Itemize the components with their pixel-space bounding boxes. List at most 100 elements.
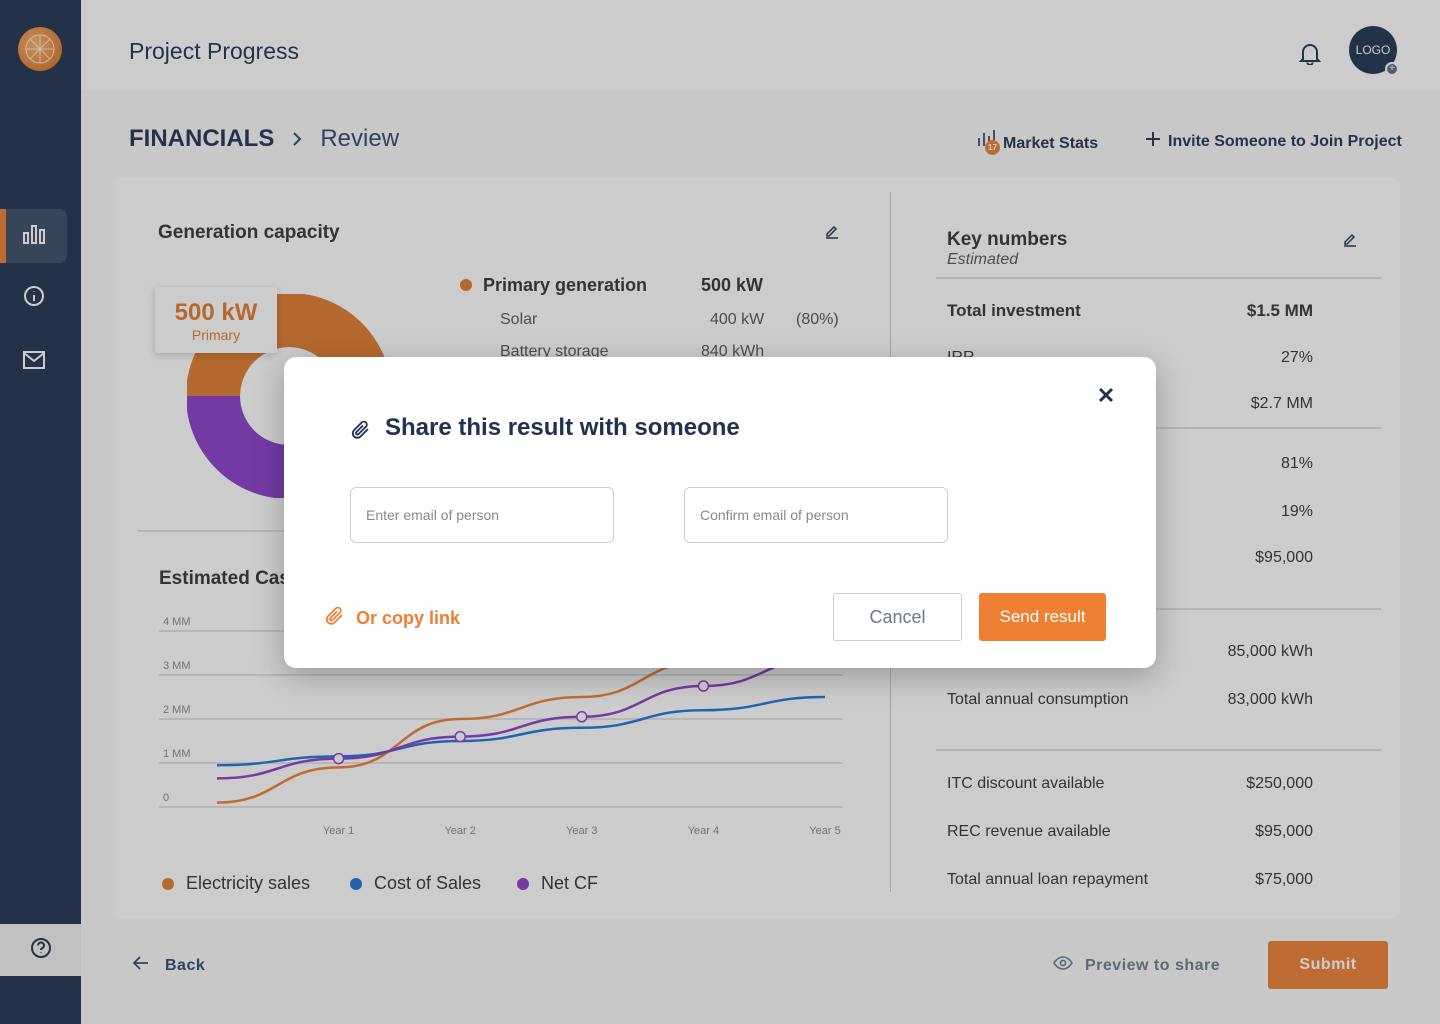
- copy-link-label: Or copy link: [356, 608, 461, 628]
- data-point: [454, 730, 466, 743]
- nav-item-financials[interactable]: [0, 209, 67, 263]
- info-icon: [23, 285, 45, 312]
- modal-title: Share this result with someone: [385, 414, 740, 441]
- add-avatar-icon[interactable]: +: [1385, 62, 1399, 76]
- battery-label: Battery storage: [500, 343, 609, 360]
- y-tick-label: 1 MM: [163, 748, 191, 760]
- key-divider: [936, 608, 1381, 610]
- help-icon: [30, 937, 52, 964]
- submit-button[interactable]: Submit: [1268, 941, 1388, 989]
- copy-link-button[interactable]: Or copy link: [324, 605, 460, 632]
- x-tick-label: Year 3: [566, 825, 597, 837]
- key-divider: [936, 427, 1381, 429]
- series-line: [216, 695, 826, 767]
- back-button[interactable]: Back: [132, 956, 206, 975]
- y-tick-label: 0: [163, 792, 169, 804]
- key-label: Total annual loan repayment: [947, 871, 1149, 888]
- data-point: [697, 680, 710, 692]
- donut-tooltip: 500 kW Primary: [155, 287, 277, 353]
- confirm-email-input[interactable]: [684, 487, 948, 543]
- market-stats-badge: 17: [985, 140, 1000, 155]
- brand-logo: [18, 27, 62, 71]
- close-icon[interactable]: [1095, 384, 1117, 406]
- page-title: Project Progress: [129, 38, 300, 64]
- market-stats-icon: 17: [977, 126, 1000, 155]
- invite-label: Invite Someone to Join Project: [1168, 132, 1402, 150]
- y-tick-label: 2 MM: [163, 704, 191, 716]
- key-value: 19%: [1280, 503, 1313, 520]
- x-tick-label: Year 4: [688, 825, 719, 837]
- mail-icon: [22, 350, 46, 375]
- solar-label: Solar: [500, 311, 538, 328]
- data-point: [332, 752, 345, 765]
- key-label: Total annual consumption: [947, 691, 1129, 708]
- nav-item-info[interactable]: [0, 271, 67, 325]
- solar-pct: (80%): [796, 311, 839, 328]
- preview-label: Preview to share: [1085, 956, 1221, 974]
- legend-label: Electricity sales: [186, 873, 311, 893]
- back-label: Back: [165, 956, 206, 974]
- battery-value: 840 kWh: [701, 343, 765, 360]
- key-value: 85,000 kWh: [1227, 643, 1313, 660]
- breadcrumb: FINANCIALS Review: [129, 125, 399, 153]
- edit-generation-icon[interactable]: [824, 223, 840, 244]
- key-numbers-subtitle: Estimated: [947, 251, 1019, 268]
- market-stats-label: Market Stats: [1003, 134, 1099, 152]
- key-divider: [936, 749, 1381, 751]
- legend-label: Net CF: [541, 873, 599, 893]
- share-modal: Share this result with someone Or copy l…: [284, 357, 1156, 668]
- key-value: $1.5 MM: [1246, 301, 1313, 320]
- x-tick-label: Year 2: [444, 825, 475, 837]
- paperclip-icon: [350, 419, 372, 446]
- edit-key-numbers-icon[interactable]: [1342, 231, 1358, 252]
- primary-value: 500 kW: [701, 275, 764, 295]
- y-tick-label: 4 MM: [163, 617, 191, 628]
- key-value: 81%: [1280, 455, 1313, 472]
- key-value: $250,000: [1246, 775, 1313, 792]
- invite-button[interactable]: Invite Someone to Join Project: [1144, 130, 1402, 153]
- series-line: [216, 656, 826, 780]
- x-tick-label: Year 1: [323, 825, 354, 837]
- key-value: $95,000: [1255, 823, 1313, 840]
- cashflow-title: Estimated Cas: [159, 568, 290, 589]
- legend-dot: [162, 877, 174, 890]
- tooltip-value: 500 kW: [174, 299, 258, 326]
- primary-dot: [460, 279, 472, 291]
- legend-dot: [517, 877, 529, 890]
- cancel-button[interactable]: Cancel: [833, 593, 962, 641]
- data-point: [576, 711, 588, 723]
- send-result-button[interactable]: Send result: [979, 593, 1106, 641]
- key-label: REC revenue available: [947, 823, 1111, 840]
- avatar-text: LOGO: [1355, 43, 1391, 57]
- legend-electricity: Electricity sales: [162, 873, 310, 894]
- legend-dot: [350, 877, 362, 890]
- key-label: Total investment: [947, 301, 1081, 320]
- legend-label: Cost of Sales: [374, 873, 482, 893]
- key-label: ITC discount available: [947, 775, 1105, 792]
- key-value: $95,000: [1255, 549, 1313, 566]
- sidebar: [0, 0, 81, 1024]
- key-value: 83,000 kWh: [1227, 691, 1313, 708]
- key-numbers-title: Key numbers: [947, 229, 1068, 250]
- eye-icon: [1053, 956, 1073, 975]
- help-button[interactable]: [0, 924, 81, 976]
- market-stats-link[interactable]: 17 Market Stats: [977, 130, 1098, 157]
- primary-label: Primary generation: [483, 275, 648, 295]
- preview-button[interactable]: Preview to share: [1053, 956, 1220, 975]
- key-value: 27%: [1280, 349, 1313, 366]
- legend-cost: Cost of Sales: [350, 873, 481, 894]
- nav-item-messages[interactable]: [0, 335, 67, 389]
- tooltip-label: Primary: [191, 327, 241, 343]
- solar-value: 400 kW: [710, 311, 765, 328]
- bell-icon[interactable]: [1298, 41, 1322, 70]
- key-divider: [936, 277, 1381, 279]
- email-input[interactable]: [350, 487, 614, 543]
- breadcrumb-page: Review: [320, 125, 400, 152]
- avatar[interactable]: LOGO +: [1349, 26, 1399, 76]
- legend-netcf: Net CF: [517, 873, 598, 894]
- generation-title: Generation capacity: [158, 222, 340, 243]
- y-tick-label: 3 MM: [163, 660, 191, 672]
- chevron-right-icon: [292, 125, 302, 153]
- key-value: $75,000: [1255, 871, 1313, 888]
- breadcrumb-section[interactable]: FINANCIALS: [129, 125, 275, 152]
